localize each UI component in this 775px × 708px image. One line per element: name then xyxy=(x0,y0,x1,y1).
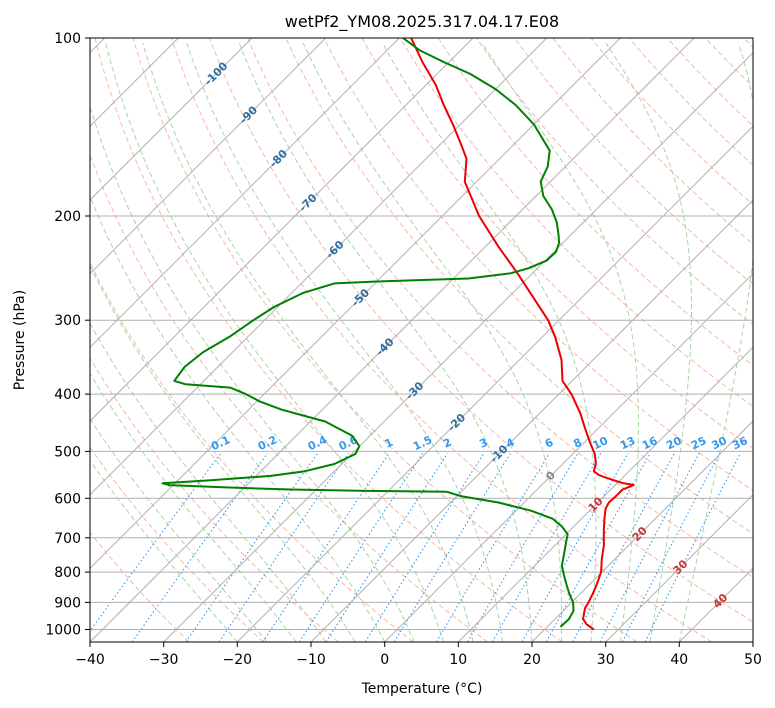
mixing-ratio-line xyxy=(262,452,390,642)
mixing-ratio-label: 25 xyxy=(689,434,708,452)
isotherm-line xyxy=(457,346,753,642)
moist-adiabat-line xyxy=(238,42,533,642)
mixing-ratio-line xyxy=(393,453,512,642)
y-tick-label: 700 xyxy=(54,531,81,547)
dry-adiabat-line xyxy=(94,38,563,642)
moist-adiabat-line xyxy=(481,42,639,642)
x-axis-label: Temperature (°C) xyxy=(361,681,483,697)
moist-adiabat-line xyxy=(678,42,753,642)
dry-adiabat-line xyxy=(323,38,753,492)
moist-adiabat-line xyxy=(90,418,268,642)
sounding-series xyxy=(161,38,635,631)
axes: −40 −30 −20 −10 0 10 20 30 40 50 100 200 300 400 500 60… xyxy=(45,31,762,668)
x-tick-label: 40 xyxy=(670,652,688,668)
x-tick-label: 0 xyxy=(380,652,389,668)
isotherm-line xyxy=(90,38,253,201)
y-axis-label: Pressure (hPa) xyxy=(12,290,28,390)
isotherm-line xyxy=(236,125,753,642)
dry-adiabat-line xyxy=(132,38,638,642)
x-tick-label: −10 xyxy=(296,652,326,668)
y-tick-label: 300 xyxy=(54,313,81,329)
y-tick-label: 500 xyxy=(54,444,81,460)
pressure-gridlines xyxy=(90,38,753,630)
isotherm-line xyxy=(90,38,474,422)
dry-adiabat-line xyxy=(285,38,753,535)
isotherms xyxy=(90,38,753,642)
mixing-ratio-label: 36 xyxy=(730,434,750,452)
moist-adiabat-line xyxy=(90,459,238,642)
mixing-ratio-label: 16 xyxy=(640,434,660,452)
mixing-ratio-line xyxy=(621,453,721,642)
dry-adiabat-line xyxy=(90,261,414,642)
dry-adiabat-line xyxy=(437,38,753,366)
mixing-ratio-line xyxy=(521,453,629,642)
isotherm-line xyxy=(90,38,327,275)
x-tick-label: −40 xyxy=(75,652,105,668)
dry-adiabat-line xyxy=(476,38,753,326)
isotherm-line xyxy=(90,38,621,570)
dry-adiabat-line xyxy=(552,38,753,245)
y-tick-label: 1000 xyxy=(45,623,81,639)
moist-adiabat-line xyxy=(142,42,474,642)
isotherm-line xyxy=(90,38,548,496)
mixing-ratio-line xyxy=(298,452,424,642)
y-tick-label: 600 xyxy=(54,491,81,507)
dry-adiabat-line xyxy=(90,153,488,642)
isotherm-line xyxy=(605,493,753,642)
dry-adiabat-line xyxy=(247,38,753,578)
mixing-ratio-line xyxy=(644,453,741,642)
isotherm-line xyxy=(310,199,753,642)
isotherm-line xyxy=(531,420,753,642)
x-tick-label: 10 xyxy=(449,652,467,668)
mixing-ratio-line xyxy=(467,453,579,642)
dry-adiabat-line xyxy=(170,38,712,642)
moist-adiabat-line xyxy=(90,195,386,642)
plot-area: 0.1 0.2 0.4 0.6 1 1.5 2 3 4 6 8 10 13 16 20 25 30 36-100-… xyxy=(90,38,753,642)
y-tick-label: 800 xyxy=(54,565,81,581)
x-tick-label: 50 xyxy=(744,652,762,668)
dry-adiabat-line xyxy=(90,357,339,642)
mixing-ratio-label: 10 xyxy=(591,434,611,452)
mixing-ratio-line xyxy=(435,453,550,642)
dry-adiabat-line xyxy=(399,38,753,408)
dry-adiabat-line xyxy=(90,531,190,642)
chart-title: wetPf2_YM08.2025.317.04.17.E08 xyxy=(285,12,559,32)
moist-adiabat-line xyxy=(90,104,415,642)
x-tick-label: 30 xyxy=(597,652,615,668)
dry-adiabat-line xyxy=(209,38,753,623)
isotherm-line xyxy=(163,51,753,642)
isotherm-line xyxy=(90,38,695,642)
moist-adiabat-line xyxy=(186,42,503,642)
moist-adiabats xyxy=(90,42,753,642)
mixing-ratio-line xyxy=(491,453,602,642)
moist-adiabat-line xyxy=(302,42,563,642)
mixing-ratio-line xyxy=(364,453,485,642)
moist-adiabat-line xyxy=(105,42,445,642)
moist-adiabat-line xyxy=(605,42,692,642)
isotherm-line xyxy=(384,272,753,642)
y-tick-label: 900 xyxy=(54,595,81,611)
mixing-ratio-label: 13 xyxy=(618,434,637,452)
y-tick-label: 200 xyxy=(54,209,81,225)
plot-frame xyxy=(89,37,754,643)
isotherm-line xyxy=(90,38,400,349)
x-tick-label: −20 xyxy=(223,652,253,668)
mixing-ratio-line xyxy=(90,452,222,632)
mixing-ratio-line xyxy=(325,452,449,642)
mixing-ratio-label: 20 xyxy=(664,434,684,452)
mixing-ratio-label: 30 xyxy=(710,434,730,452)
moist-adiabat-line xyxy=(382,42,597,642)
x-tick-label: −30 xyxy=(149,652,179,668)
moist-adiabat-line xyxy=(90,322,327,642)
x-tick-label: 20 xyxy=(523,652,541,668)
dewpoint-profile xyxy=(161,38,575,628)
dry-adiabat-line xyxy=(590,38,753,206)
mixing-ratio-lines xyxy=(90,452,741,642)
y-tick-label: 100 xyxy=(54,31,81,47)
temperature-profile xyxy=(410,38,635,631)
y-tick-label: 400 xyxy=(54,387,81,403)
